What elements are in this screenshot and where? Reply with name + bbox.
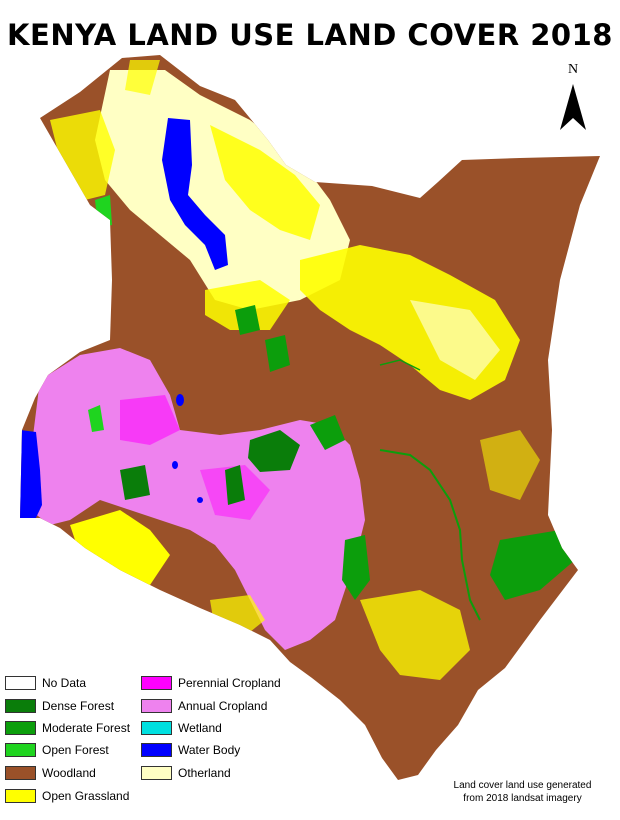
north-label: N	[567, 62, 579, 77]
source-note-line-1: Land cover land use generated	[453, 780, 592, 791]
source-note-line-2: from 2018 landsat imagery	[463, 793, 582, 804]
map-title: KENYA LAND USE LAND COVER 2018	[7, 18, 613, 52]
north-arrow: N	[553, 62, 593, 137]
source-note: Land cover land use generated from 2018 …	[430, 779, 615, 805]
north-arrow-icon	[560, 84, 586, 130]
